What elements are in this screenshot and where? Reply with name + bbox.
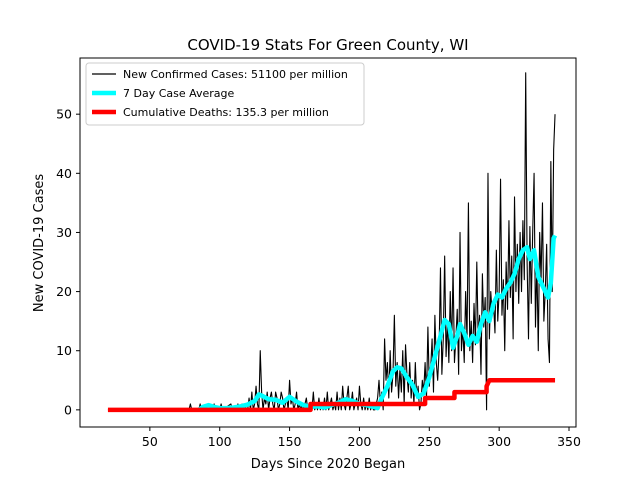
- x-axis-label: Days Since 2020 Began: [251, 457, 406, 472]
- y-tick-label: 50: [56, 107, 72, 122]
- x-tick-label: 250: [417, 434, 441, 449]
- series-line-deaths: [107, 378, 556, 413]
- plot-frame: [79, 57, 577, 428]
- legend: New Confirmed Cases: 51100 per million 7…: [85, 62, 365, 126]
- x-tick-label: 300: [487, 434, 511, 449]
- y-tick-label: 0: [64, 402, 72, 417]
- y-tick-label: 40: [56, 166, 72, 181]
- series-line-cases: [107, 72, 556, 411]
- legend-label-average: 7 Day Case Average: [123, 87, 235, 100]
- ticks-layer: 50 100 150 200 250 300 350 0 10 20 30 40 50: [56, 107, 581, 449]
- y-tick-label: 20: [56, 284, 72, 299]
- legend-label-deaths: Cumulative Deaths: 135.3 per million: [123, 106, 329, 119]
- chart-title: COVID-19 Stats For Green County, WI: [187, 36, 468, 54]
- y-tick-label: 30: [56, 225, 72, 240]
- legend-label-cases: New Confirmed Cases: 51100 per million: [123, 68, 348, 81]
- series-layer: [107, 72, 558, 413]
- series-line-average: [197, 234, 558, 412]
- x-tick-label: 350: [557, 434, 581, 449]
- x-tick-label: 50: [142, 434, 158, 449]
- y-axis-label: New COVID-19 Cases: [32, 174, 47, 312]
- x-tick-label: 200: [348, 434, 372, 449]
- x-tick-label: 150: [278, 434, 302, 449]
- legend-box: [85, 62, 365, 126]
- x-tick-label: 100: [208, 434, 232, 449]
- y-tick-label: 10: [56, 343, 72, 358]
